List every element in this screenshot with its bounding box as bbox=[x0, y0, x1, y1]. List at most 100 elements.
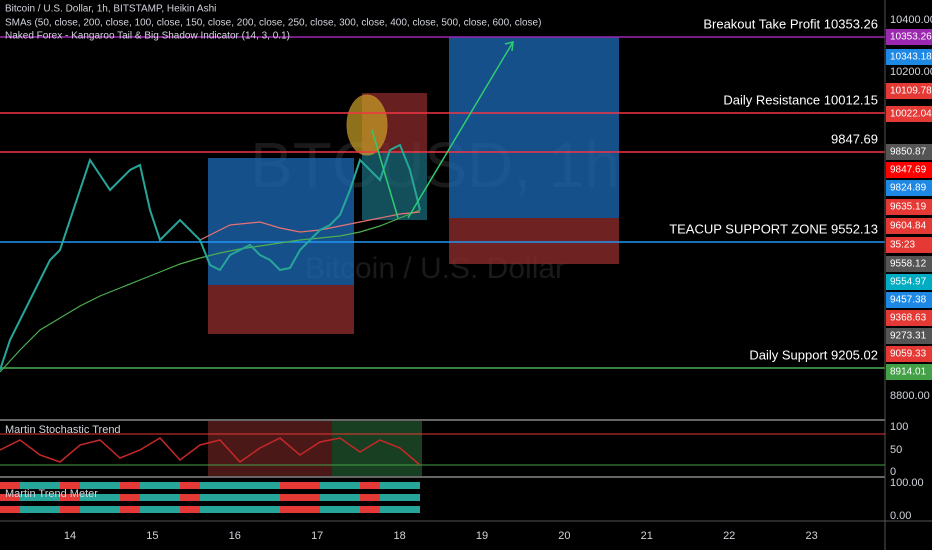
stop-box bbox=[449, 218, 619, 264]
pane-title: Martin Trend Meter bbox=[5, 488, 98, 500]
price-tag-label: 10109.78 bbox=[890, 86, 932, 97]
meter-cell bbox=[100, 482, 120, 489]
meter-cell bbox=[140, 494, 160, 501]
meter-cell bbox=[340, 482, 360, 489]
price-tag-label: 8914.01 bbox=[890, 367, 927, 378]
pane-tick-label: 100.00 bbox=[890, 477, 924, 489]
meter-cell bbox=[320, 506, 340, 513]
price-tick-label: 10200.00 bbox=[890, 66, 932, 78]
meter-cell bbox=[380, 482, 400, 489]
stop-box bbox=[208, 285, 354, 334]
price-tag-label: 9457.38 bbox=[890, 295, 927, 306]
meter-cell bbox=[200, 506, 220, 513]
meter-cell bbox=[220, 494, 240, 501]
price-tag bbox=[886, 199, 932, 215]
meter-cell bbox=[100, 506, 120, 513]
price-tag bbox=[886, 292, 932, 308]
meter-cell bbox=[400, 506, 420, 513]
meter-cell bbox=[180, 494, 200, 501]
arrow bbox=[371, 129, 399, 219]
meter-cell bbox=[200, 482, 220, 489]
price-tag bbox=[886, 310, 932, 326]
level-label: Daily Support 9205.02 bbox=[749, 347, 878, 362]
meter-cell bbox=[0, 482, 20, 489]
header-sma: SMAs (50, close, 200, close, 100, close,… bbox=[5, 18, 541, 29]
time-tick-label: 18 bbox=[393, 530, 405, 542]
meter-cell bbox=[200, 494, 220, 501]
pane-tick-label: 100 bbox=[890, 421, 908, 433]
target-box bbox=[362, 152, 427, 220]
meter-cell bbox=[120, 482, 140, 489]
arrow bbox=[407, 41, 514, 219]
price-tag-label: 9824.89 bbox=[890, 183, 927, 194]
target-box bbox=[208, 158, 354, 285]
price-tag-label: 9604.84 bbox=[890, 221, 927, 232]
price-tag-label: 9059.33 bbox=[890, 349, 927, 360]
meter-cell bbox=[40, 482, 60, 489]
meter-cell bbox=[140, 506, 160, 513]
meter-cell bbox=[140, 482, 160, 489]
meter-cell bbox=[160, 482, 180, 489]
highlight-ellipse bbox=[346, 94, 388, 156]
meter-cell bbox=[280, 482, 300, 489]
pane-tick-label: 50 bbox=[890, 444, 902, 456]
meter-cell bbox=[380, 494, 400, 501]
pane-title: Martin Stochastic Trend bbox=[5, 424, 121, 436]
price-tag-label: 35:23 bbox=[890, 240, 915, 251]
price-tag bbox=[886, 237, 932, 253]
price-tag bbox=[886, 364, 932, 380]
meter-cell bbox=[280, 494, 300, 501]
meter-cell bbox=[220, 482, 240, 489]
price-tag bbox=[886, 180, 932, 196]
meter-cell bbox=[260, 506, 280, 513]
meter-cell bbox=[300, 482, 320, 489]
price-tag bbox=[886, 162, 932, 178]
meter-cell bbox=[360, 482, 380, 489]
meter-cell bbox=[60, 482, 80, 489]
meter-cell bbox=[260, 482, 280, 489]
target-box bbox=[449, 37, 619, 218]
price-tag bbox=[886, 83, 932, 99]
meter-cell bbox=[320, 482, 340, 489]
meter-cell bbox=[320, 494, 340, 501]
meter-cell bbox=[80, 482, 100, 489]
meter-cell bbox=[120, 494, 140, 501]
price-tag-label: 9558.12 bbox=[890, 259, 927, 270]
meter-cell bbox=[100, 494, 120, 501]
stoch-zone bbox=[208, 421, 332, 476]
meter-cell bbox=[380, 506, 400, 513]
price-tag-label: 9554.97 bbox=[890, 277, 927, 288]
price-tag bbox=[886, 346, 932, 362]
time-tick-label: 14 bbox=[64, 530, 76, 542]
header-symbol: Bitcoin / U.S. Dollar, 1h, BITSTAMP, Hei… bbox=[5, 4, 216, 15]
level-label: TEACUP SUPPORT ZONE 9552.13 bbox=[669, 221, 878, 236]
meter-cell bbox=[0, 506, 20, 513]
price-tag-label: 9635.19 bbox=[890, 202, 927, 213]
arrow-head bbox=[504, 41, 514, 52]
price-tag bbox=[886, 218, 932, 234]
price-tag-label: 9850.87 bbox=[890, 147, 927, 158]
level-label: Daily Resistance 10012.15 bbox=[723, 92, 878, 107]
time-tick-label: 22 bbox=[723, 530, 735, 542]
meter-cell bbox=[240, 494, 260, 501]
price-tag-label: 9847.69 bbox=[890, 165, 927, 176]
price-tick-label: 10400.00 bbox=[890, 14, 932, 26]
meter-cell bbox=[400, 482, 420, 489]
meter-cell bbox=[300, 494, 320, 501]
meter-cell bbox=[160, 494, 180, 501]
meter-cell bbox=[240, 506, 260, 513]
price-tag bbox=[886, 106, 932, 122]
meter-cell bbox=[60, 506, 80, 513]
time-tick-label: 16 bbox=[229, 530, 241, 542]
meter-cell bbox=[240, 482, 260, 489]
meter-cell bbox=[260, 494, 280, 501]
price-tag-label: 9273.31 bbox=[890, 331, 927, 342]
price-tag-label: 10022.04 bbox=[890, 109, 932, 120]
meter-cell bbox=[340, 506, 360, 513]
meter-cell bbox=[340, 494, 360, 501]
level-label: 9847.69 bbox=[831, 131, 878, 146]
meter-cell bbox=[220, 506, 240, 513]
price-tag bbox=[886, 144, 932, 160]
meter-cell bbox=[400, 494, 420, 501]
